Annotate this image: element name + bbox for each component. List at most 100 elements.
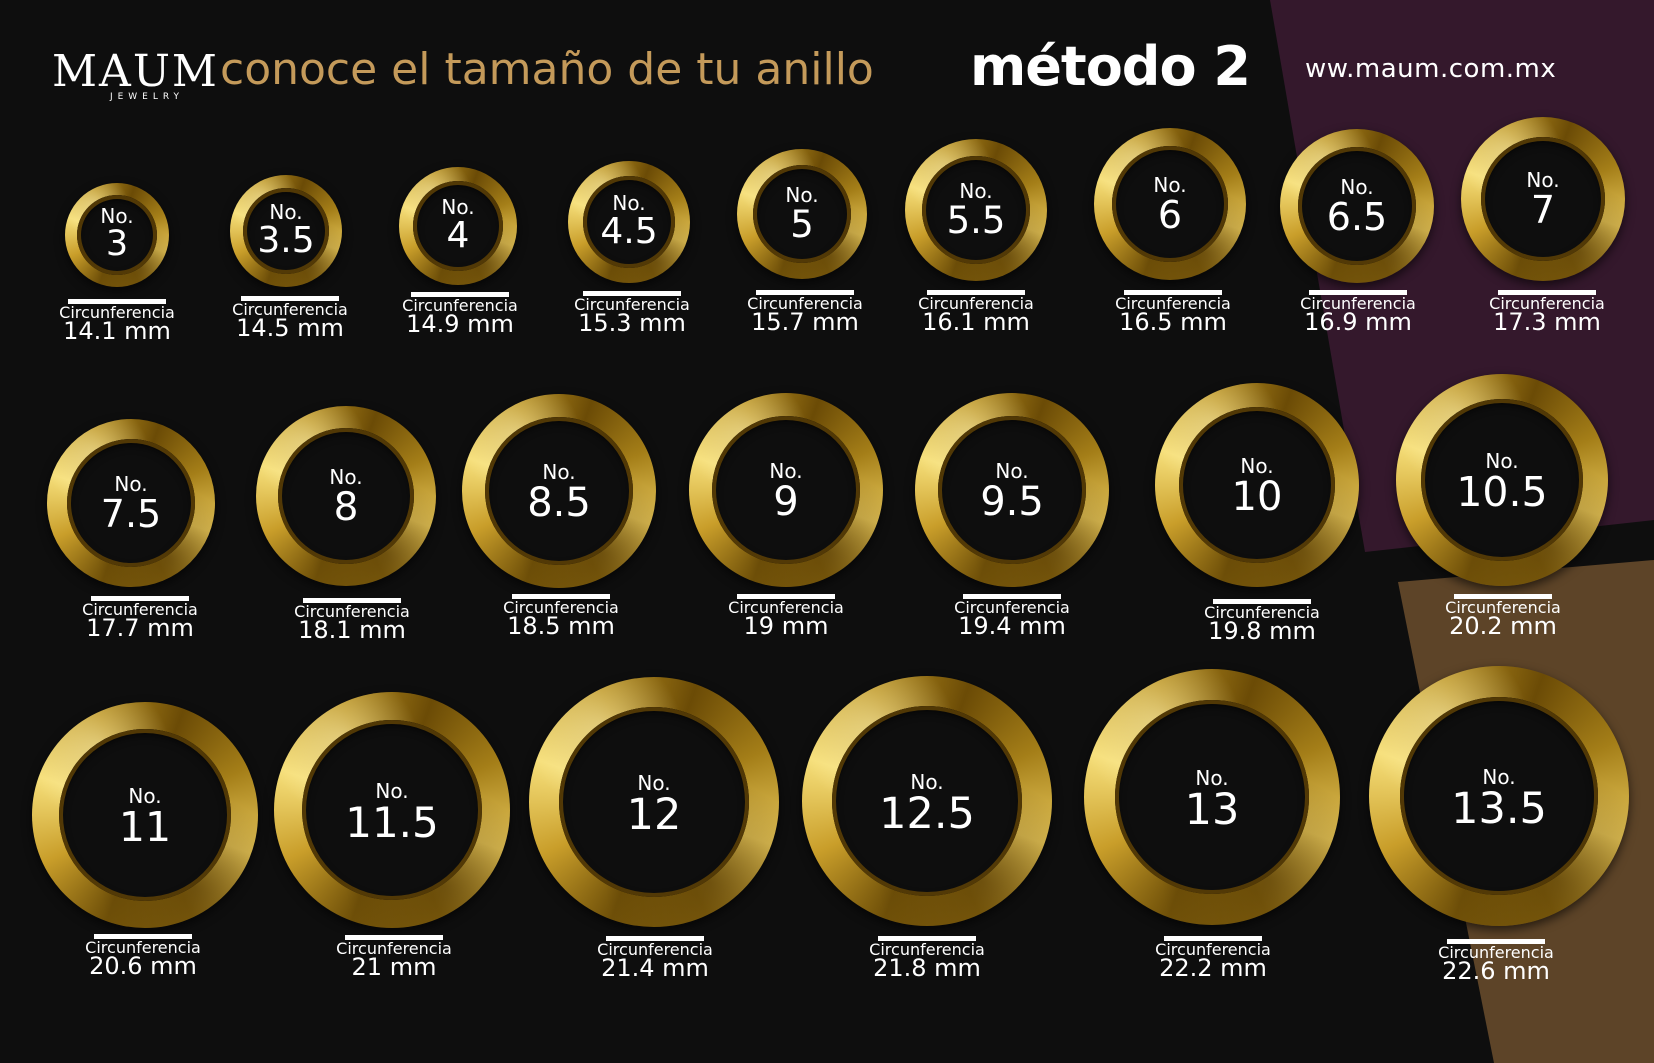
circumference-value: 14.9 mm [406,310,514,338]
size-underline [927,290,1025,295]
ring-no-label: No. [329,465,363,489]
size-underline [1309,290,1407,295]
circumference-value: 20.6 mm [89,952,197,980]
circumference-label: Circunferencia [1204,603,1320,622]
circumference-value: 14.1 mm [63,317,171,345]
ring-size-number: 8 [333,485,359,530]
ring-no-label: No. [1485,449,1519,473]
ring-hole: No. 10 [1179,407,1335,563]
ring-no-label: No. [114,472,148,496]
ring-hole: No. 11.5 [302,720,482,900]
ring-hole: No. 7 [1481,137,1605,261]
circumference-value: 17.7 mm [86,614,194,642]
ring-size-number: 4 [446,215,470,256]
circumference-label: Circunferencia [85,938,201,957]
gold-ring-image: No. 3 [65,183,169,287]
ring-size-number: 7.5 [100,492,162,536]
size-underline [606,936,704,941]
method-label: método 2 [970,35,1251,98]
ring-size-number: 12.5 [879,789,975,839]
ring-size-number: 8.5 [527,480,591,526]
logo-sub-text: JEWELRY [109,92,185,102]
gold-ring-image: No. 9 [689,393,883,587]
size-underline [241,296,339,301]
size-underline [878,936,976,941]
ring-no-label: No. [959,179,993,203]
ring-hole: No. 13 [1115,700,1309,894]
ring-no-label: No. [441,195,475,219]
ring-size-number: 10.5 [1456,468,1548,516]
gold-ring-image: No. 5.5 [905,139,1047,281]
gold-ring-image: No. 6 [1094,128,1246,280]
size-underline [737,594,835,599]
circumference-value: 16.5 mm [1119,308,1227,336]
size-underline [345,935,443,940]
ring-hole: No. 13.5 [1400,697,1598,895]
logo-main-text: MAUM [52,46,219,97]
size-underline [1454,594,1552,599]
ring-hole: No. 4.5 [583,176,675,268]
ring-size-number: 10 [1231,474,1283,520]
circumference-label: Circunferencia [1115,294,1231,313]
ring-hole: No. 4 [413,181,503,271]
ring-hole: No. 8 [278,428,414,564]
circumference-label: Circunferencia [1300,294,1416,313]
circumference-label: Circunferencia [336,939,452,958]
ring-hole: No. 12 [559,707,749,897]
ring-size-number: 11 [118,803,172,851]
size-underline [94,934,192,939]
circumference-value: 21 mm [351,953,437,981]
ring-no-label: No. [769,459,803,483]
ring-no-label: No. [542,460,576,484]
gold-ring-image: No. 6.5 [1280,129,1434,283]
gold-ring-image: No. 11.5 [274,692,510,928]
circumference-label: Circunferencia [954,598,1070,617]
circumference-value: 15.3 mm [578,309,686,337]
ring-no-label: No. [1195,766,1229,790]
ring-size-number: 4.5 [600,211,658,252]
gold-ring-image: No. 10 [1155,383,1359,587]
page-title: conoce el tamaño de tu anillo [220,44,874,95]
ring-no-label: No. [995,459,1029,483]
circumference-label: Circunferencia [1489,294,1605,313]
ring-size-number: 6.5 [1326,195,1388,239]
circumference-label: Circunferencia [918,294,1034,313]
ring-hole: No. 8.5 [485,417,633,565]
ring-size-number: 9.5 [980,479,1044,525]
gold-ring-image: No. 10.5 [1396,374,1608,586]
circumference-value: 17.3 mm [1493,308,1601,336]
ring-size-number: 13 [1184,785,1240,835]
ring-no-label: No. [1482,765,1516,789]
ring-hole: No. 3 [77,195,157,275]
ring-size-number: 13.5 [1451,784,1547,834]
ring-no-label: No. [785,183,819,207]
website-url: ww.maum.com.mx [1305,54,1557,84]
size-underline [1447,939,1545,944]
circumference-label: Circunferencia [869,940,985,959]
circumference-label: Circunferencia [728,598,844,617]
ring-no-label: No. [375,779,409,803]
gold-ring-image: No. 7 [1461,117,1625,281]
circumference-value: 19.8 mm [1208,617,1316,645]
size-underline [1124,290,1222,295]
gold-ring-image: No. 3.5 [230,175,342,287]
header: MAUM JEWELRY conoce el tamaño de tu anil… [0,0,1654,120]
gold-ring-image: No. 9.5 [915,393,1109,587]
ring-size-number: 3 [105,224,129,264]
ring-hole: No. 5.5 [922,156,1030,264]
ring-size-number: 12 [626,790,682,840]
gold-ring-image: No. 11 [32,702,258,928]
circumference-value: 21.4 mm [601,954,709,982]
circumference-value: 19.4 mm [958,612,1066,640]
circumference-value: 15.7 mm [751,308,859,336]
ring-no-label: No. [1340,175,1374,199]
circumference-label: Circunferencia [1445,598,1561,617]
ring-hole: No. 3.5 [243,188,329,274]
ring-no-label: No. [128,784,162,808]
circumference-label: Circunferencia [59,303,175,322]
ring-hole: No. 5 [753,165,851,263]
brand-logo: MAUM JEWELRY [52,46,219,103]
circumference-value: 18.5 mm [507,612,615,640]
gold-ring-image: No. 8 [256,406,436,586]
size-underline [1213,599,1311,604]
